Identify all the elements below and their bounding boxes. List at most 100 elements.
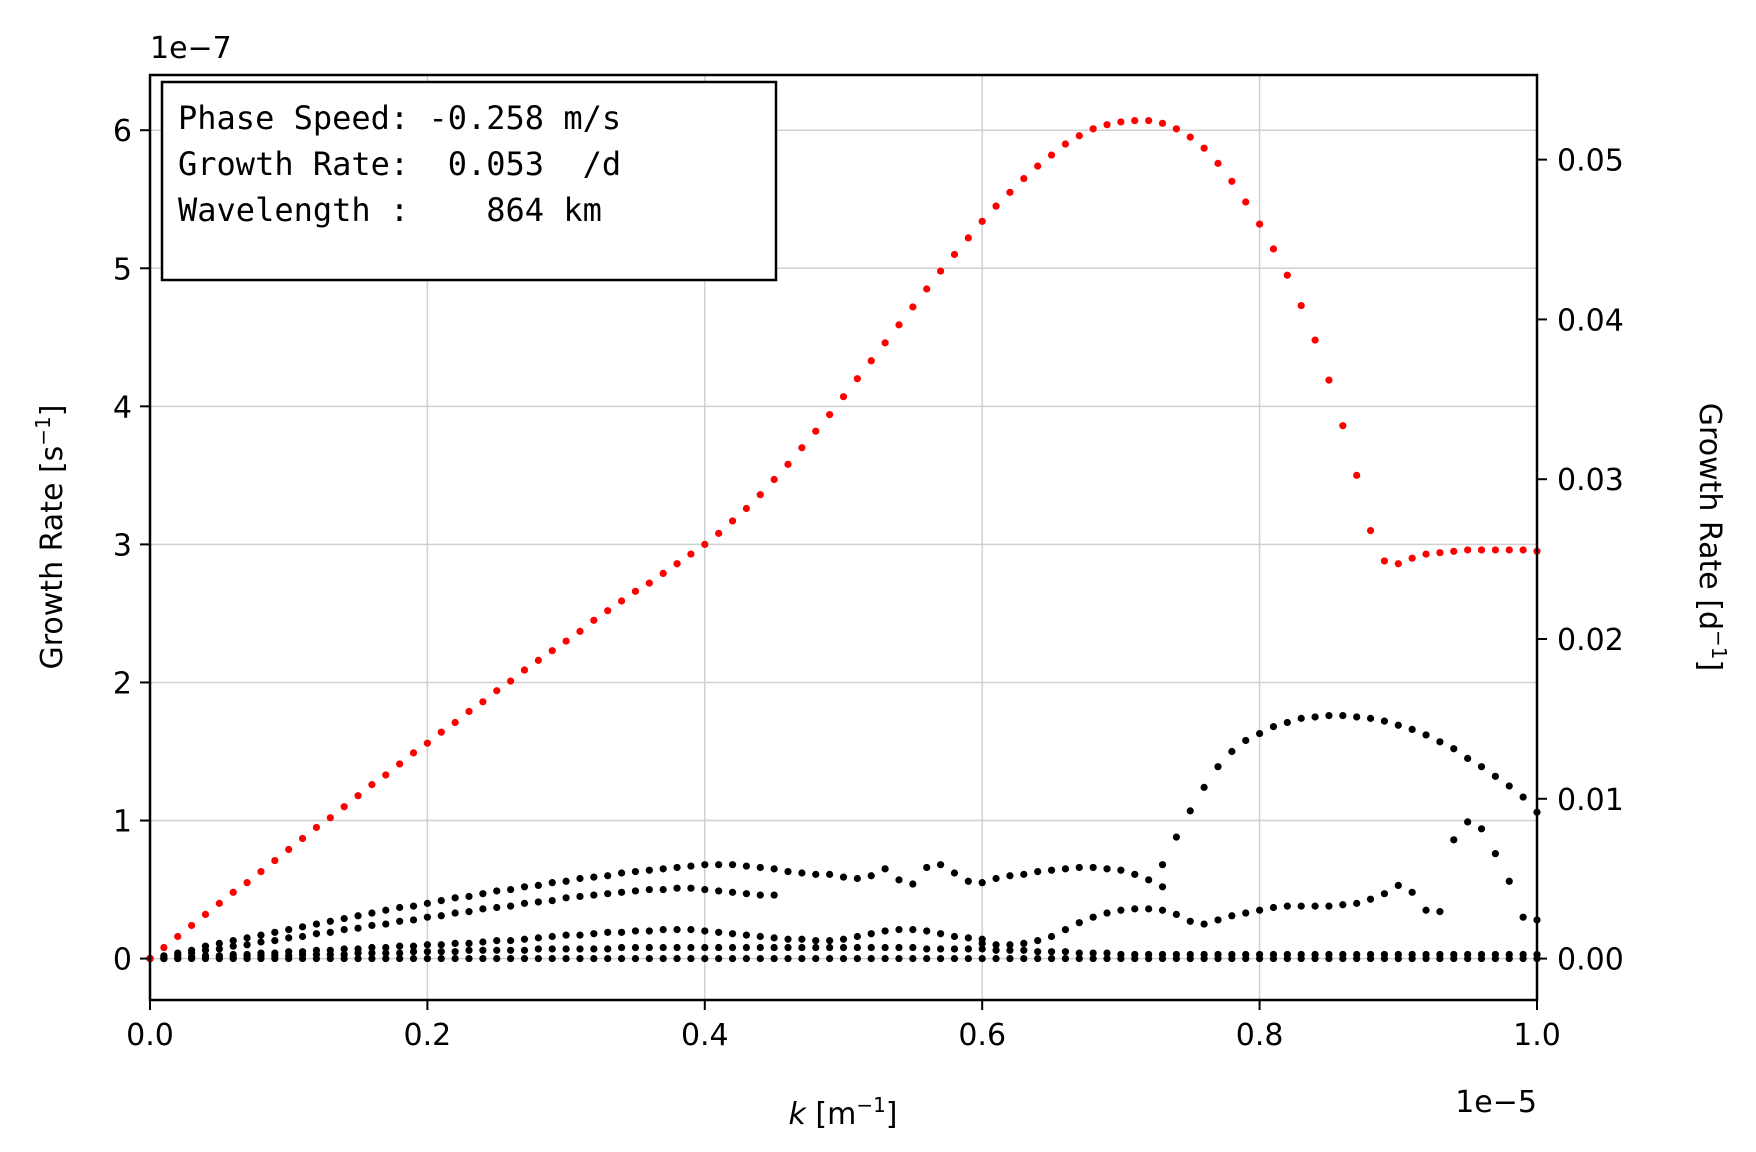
red-data-point	[923, 285, 931, 293]
black-data-point	[423, 899, 431, 907]
red-data-point	[867, 357, 875, 365]
black-data-point	[1519, 913, 1527, 921]
black-data-point	[715, 943, 723, 952]
black-data-point	[978, 954, 986, 963]
black-data-point	[1450, 745, 1458, 753]
red-data-point	[617, 597, 626, 605]
black-data-point	[728, 888, 737, 896]
black-data-point	[1103, 909, 1111, 917]
black-data-point	[326, 928, 334, 936]
black-data-point	[1519, 954, 1527, 963]
red-data-point	[1283, 271, 1291, 279]
black-data-point	[1006, 954, 1014, 963]
black-data-point	[576, 945, 584, 953]
black-data-point	[1228, 912, 1236, 920]
black-data-point	[285, 954, 293, 963]
black-data-point	[465, 954, 473, 963]
black-data-point	[1269, 723, 1278, 731]
black-data-point	[715, 887, 723, 895]
black-data-point	[1200, 920, 1208, 928]
black-data-point	[839, 943, 848, 952]
black-data-point	[562, 877, 570, 885]
red-data-point	[1394, 560, 1402, 568]
black-data-point	[1034, 954, 1042, 963]
black-data-point	[742, 954, 751, 963]
black-data-point	[562, 894, 570, 902]
black-data-point	[853, 954, 861, 963]
black-data-point	[1491, 772, 1499, 780]
black-data-point	[1339, 711, 1347, 720]
red-data-point	[1158, 119, 1167, 127]
black-data-point	[285, 925, 293, 934]
black-data-point	[451, 939, 459, 947]
black-data-point	[1034, 948, 1042, 956]
info-box-frame	[160, 80, 778, 282]
black-data-point	[354, 912, 362, 920]
red-data-point	[1117, 118, 1125, 126]
black-data-point	[590, 873, 598, 881]
black-data-point	[576, 931, 584, 939]
red-data-point	[742, 504, 751, 513]
red-data-point	[756, 491, 764, 499]
black-data-point	[409, 948, 418, 956]
red-data-point	[1020, 174, 1028, 183]
black-data-point	[673, 943, 681, 952]
black-data-point	[1366, 954, 1375, 963]
black-data-point	[1158, 906, 1167, 914]
black-data-point	[465, 892, 473, 901]
black-data-point	[1117, 954, 1125, 963]
black-data-point	[770, 943, 778, 952]
black-data-point	[1200, 954, 1208, 963]
black-data-point	[923, 927, 931, 935]
red-data-point	[1172, 125, 1180, 133]
red-data-point	[1089, 125, 1097, 133]
y-right-axis-title: Growth Rate [d−1]	[1692, 403, 1731, 671]
red-data-point	[479, 698, 487, 706]
black-data-point	[1325, 711, 1333, 720]
black-data-point	[1505, 877, 1513, 885]
black-data-point	[382, 949, 390, 957]
black-data-point	[215, 954, 223, 963]
black-data-point	[1408, 725, 1416, 734]
red-data-point	[1269, 245, 1278, 253]
black-data-point	[701, 885, 709, 894]
black-data-point	[507, 937, 515, 945]
black-data-point	[1242, 954, 1250, 963]
black-data-point	[756, 943, 764, 952]
black-data-point	[437, 912, 445, 920]
y-left-axis-title-main: Growth Rate [s	[35, 446, 70, 670]
black-data-point	[1061, 954, 1070, 963]
black-data-point	[923, 863, 931, 872]
black-data-point	[1117, 906, 1125, 914]
black-data-point	[229, 937, 237, 945]
black-data-point	[229, 942, 237, 950]
red-data-point	[201, 910, 210, 919]
red-data-point	[1186, 133, 1194, 141]
black-data-point	[479, 946, 487, 954]
black-data-point	[673, 925, 681, 934]
black-data-point	[826, 954, 834, 963]
black-data-point	[1256, 954, 1264, 963]
red-data-point	[257, 868, 265, 876]
y-right-axis-title-close: ]	[1692, 659, 1727, 671]
x-tick-label: 0.8	[1236, 1018, 1284, 1053]
black-data-point	[257, 931, 265, 939]
red-data-point	[1353, 471, 1361, 479]
black-data-point	[812, 937, 820, 945]
black-data-point	[257, 954, 265, 963]
x-axis-title-close: ]	[886, 1097, 898, 1132]
black-data-point	[409, 954, 418, 963]
x-tick-label: 0.0	[126, 1018, 174, 1053]
black-data-point	[853, 874, 861, 883]
red-data-point	[812, 427, 820, 435]
black-data-point	[631, 868, 640, 876]
black-data-point	[673, 863, 681, 872]
black-data-point	[298, 923, 307, 931]
black-data-point	[201, 946, 210, 954]
black-data-point	[493, 903, 501, 912]
black-data-point	[631, 954, 640, 963]
black-data-point	[298, 932, 307, 941]
black-data-point	[1366, 895, 1375, 903]
red-data-point	[798, 444, 806, 452]
black-data-point	[562, 945, 570, 953]
